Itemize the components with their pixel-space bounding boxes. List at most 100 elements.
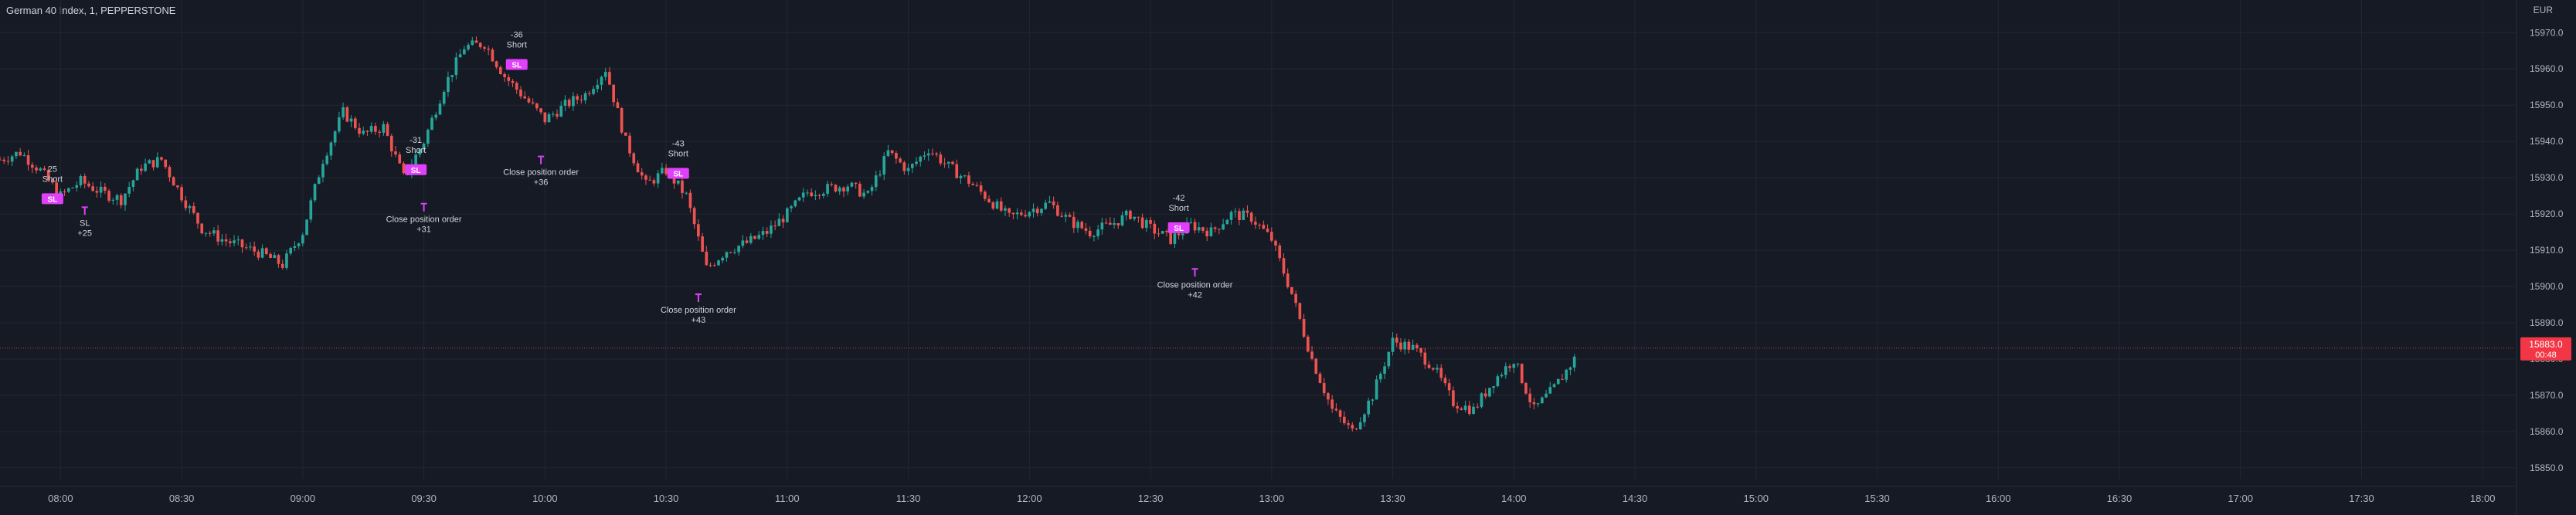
- candle-body: [842, 188, 845, 191]
- candle-body: [919, 157, 922, 162]
- candle-body: [773, 225, 777, 226]
- time-tick-label: 13:00: [1259, 493, 1285, 504]
- grid-layer: [0, 0, 2515, 479]
- candle-body: [209, 233, 212, 234]
- candle-body: [1254, 222, 1257, 225]
- candle-body: [592, 89, 595, 94]
- candle-body: [345, 107, 348, 122]
- candle-body: [1020, 212, 1023, 215]
- candle-body: [120, 195, 123, 205]
- close-pnl-label: +25: [77, 229, 92, 238]
- candle-body: [851, 183, 854, 187]
- candle-body: [887, 151, 890, 156]
- candle-body: [1548, 387, 1551, 394]
- candle-body: [475, 40, 478, 42]
- candle-body: [1294, 294, 1297, 303]
- close-pnl-label: +43: [692, 316, 706, 325]
- trade-direction-label: Short: [42, 174, 63, 184]
- candle-body: [1565, 370, 1568, 380]
- candle-body: [685, 193, 688, 194]
- time-tick-label: 16:00: [1986, 493, 2011, 504]
- candle-body: [140, 169, 143, 171]
- candle-body: [653, 180, 656, 183]
- candle-body: [923, 155, 926, 157]
- candle-body: [2, 160, 5, 161]
- candle-body: [366, 130, 369, 131]
- candle-body: [233, 240, 236, 243]
- candle-body: [1105, 222, 1108, 223]
- close-arrow-icon: [538, 157, 544, 164]
- candle-body: [693, 208, 696, 224]
- candle-body: [1109, 222, 1112, 225]
- candle-body: [1060, 216, 1063, 217]
- candle-body: [196, 213, 199, 224]
- candle-body: [249, 246, 252, 247]
- time-tick-label: 17:30: [2349, 493, 2374, 504]
- candle-body: [1283, 258, 1286, 273]
- close-order-label: SL: [80, 219, 90, 228]
- candle-body: [1290, 287, 1293, 294]
- candle-body: [717, 260, 720, 265]
- candle-body: [479, 43, 482, 48]
- candle-body: [1125, 211, 1128, 215]
- candle-body: [1472, 407, 1475, 414]
- candle-body: [1225, 220, 1229, 224]
- candle-body: [976, 185, 979, 186]
- candle-body: [1048, 202, 1052, 203]
- candle-body: [281, 264, 284, 268]
- trade-entry-badge: SL: [673, 170, 683, 178]
- candle-body: [212, 230, 216, 233]
- candle-body: [1000, 202, 1003, 211]
- candle-body: [539, 108, 542, 112]
- candle-body: [35, 168, 38, 171]
- price-tick-label: 15940.0: [2530, 136, 2564, 147]
- candle-body: [1476, 407, 1479, 408]
- candle-body: [100, 187, 103, 193]
- candle-body: [1205, 231, 1208, 236]
- candle-body: [180, 187, 183, 200]
- candle-body: [285, 253, 288, 268]
- candle-body: [705, 252, 708, 265]
- candle-body: [1488, 388, 1491, 396]
- close-order-label: Close position order: [503, 168, 579, 178]
- candle-body: [265, 248, 268, 254]
- candle-body: [818, 195, 821, 196]
- candle-body: [858, 184, 861, 196]
- candle-body: [1056, 205, 1059, 216]
- candle-body: [439, 103, 442, 114]
- candle-body: [1161, 231, 1164, 234]
- candle-body: [378, 132, 381, 133]
- candle-body: [1278, 246, 1281, 258]
- candle-body: [1201, 227, 1205, 231]
- candle-body: [713, 265, 716, 266]
- candle-body: [27, 155, 30, 164]
- time-tick-label: 12:00: [1017, 493, 1042, 504]
- candle-body: [1194, 222, 1197, 231]
- candle-body: [297, 243, 301, 246]
- candle-body: [548, 114, 551, 122]
- candle-body: [164, 160, 167, 167]
- candles-layer: [0, 36, 1575, 432]
- candle-body: [382, 124, 386, 133]
- candle-body: [596, 85, 599, 89]
- candle-body: [318, 178, 321, 185]
- candle-body: [822, 194, 825, 196]
- close-arrow-icon: [421, 204, 427, 212]
- candle-body: [430, 118, 433, 130]
- time-tick-label: 13:30: [1380, 493, 1405, 504]
- candle-body: [1234, 211, 1237, 212]
- candle-body: [963, 175, 967, 176]
- trade-entry-badge: SL: [511, 62, 522, 70]
- candle-body: [321, 164, 325, 177]
- candle-body: [778, 219, 781, 225]
- candle-body: [830, 184, 833, 185]
- candle-body: [1299, 303, 1302, 319]
- candle-body: [882, 156, 885, 174]
- candle-body: [80, 176, 83, 185]
- price-tick-label: 15860.0: [2530, 426, 2564, 437]
- candle-body: [1323, 383, 1326, 393]
- candle-body: [1371, 399, 1375, 400]
- candle-body: [1080, 222, 1083, 228]
- candle-body: [895, 153, 898, 158]
